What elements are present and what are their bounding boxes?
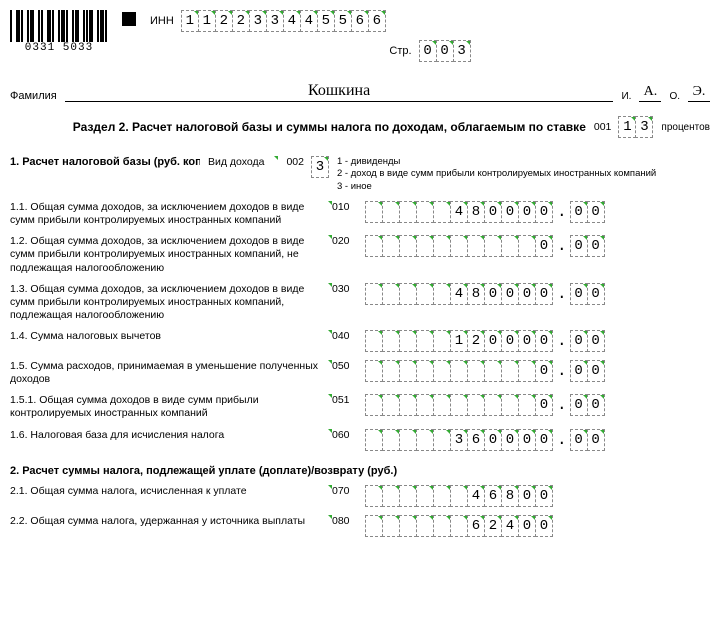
surname-value: Кошкина <box>65 82 614 102</box>
barcode <box>10 10 108 42</box>
income-legend: 1 - дивиденды 2 - доход в виде сумм приб… <box>337 156 656 193</box>
section-title: Раздел 2. Расчет налоговой базы и суммы … <box>10 120 586 134</box>
row-value: 0.00 <box>366 394 605 416</box>
decimal-dot: . <box>557 396 567 414</box>
row-code: 050 <box>332 360 366 372</box>
rows-block-1: 1.1. Общая сумма доходов, за исключением… <box>10 201 710 451</box>
rows-block-2: 2.1. Общая сумма налога, исчисленная к у… <box>10 485 710 537</box>
table-row: 1.4. Сумма налоговых вычетов 040120000.00 <box>10 330 710 352</box>
row-label: 1.1. Общая сумма доходов, за исключением… <box>10 201 326 227</box>
block2-title: 2. Расчет суммы налога, подлежащей уплат… <box>10 465 710 477</box>
barcode-text: 0331 5033 <box>25 42 93 54</box>
decimal-dot: . <box>557 237 567 255</box>
o-value: Э. <box>688 84 710 102</box>
o-label: О. <box>669 91 680 102</box>
table-row: 1.5. Сумма расходов, принимаемая в умень… <box>10 360 710 386</box>
legend-1: 1 - дивиденды <box>337 156 656 168</box>
row-label: 1.3. Общая сумма доходов, за исключением… <box>10 283 326 322</box>
row-label: 2.1. Общая сумма налога, исчисленная к у… <box>10 485 326 498</box>
table-row: 1.6. Налоговая база для исчисления налог… <box>10 429 710 451</box>
i-value: А. <box>639 84 661 102</box>
decimal-dot: . <box>557 203 567 221</box>
row-value: 0.00 <box>366 235 605 257</box>
row-value: 0.00 <box>366 360 605 382</box>
income-type-label: Вид дохода <box>208 156 264 168</box>
table-row: 1.5.1. Общая сумма доходов в виде сумм п… <box>10 394 710 420</box>
surname-label: Фамилия <box>10 90 57 102</box>
name-row: Фамилия Кошкина И. А. О. Э. <box>10 82 710 102</box>
table-row: 1.2. Общая сумма доходов, за исключением… <box>10 235 710 274</box>
marker-square <box>122 12 136 26</box>
row-code: 080 <box>332 515 366 527</box>
decimal-dot: . <box>557 362 567 380</box>
table-row: 2.2. Общая сумма налога, удержанная у ис… <box>10 515 710 537</box>
page-label: Стр. <box>389 45 411 57</box>
row-value: 480000.00 <box>366 283 605 305</box>
block1-title: 1. Расчет налоговой базы (руб. коп.) <box>10 156 200 168</box>
row-code: 051 <box>332 394 366 406</box>
i-label: И. <box>621 91 631 102</box>
row-code: 020 <box>332 235 366 247</box>
row-code: 030 <box>332 283 366 295</box>
income-type-code: 002 <box>286 156 304 168</box>
row-value: 62400 <box>366 515 553 537</box>
legend-2: 2 - доход в виде сумм прибыли контролиру… <box>337 168 656 180</box>
row-code: 040 <box>332 330 366 342</box>
table-row: 1.3. Общая сумма доходов, за исключением… <box>10 283 710 322</box>
row-code: 070 <box>332 485 366 497</box>
row-code: 010 <box>332 201 366 213</box>
section-code: 001 <box>594 121 612 133</box>
row-label: 1.5. Сумма расходов, принимаемая в умень… <box>10 360 326 386</box>
row-label: 1.2. Общая сумма доходов, за исключением… <box>10 235 326 274</box>
row-label: 1.5.1. Общая сумма доходов в виде сумм п… <box>10 394 326 420</box>
percent-label: процентов <box>661 122 710 133</box>
row-label: 1.6. Налоговая база для исчисления налог… <box>10 429 326 442</box>
table-row: 1.1. Общая сумма доходов, за исключением… <box>10 201 710 227</box>
row-value: 480000.00 <box>366 201 605 223</box>
row-value: 46800 <box>366 485 553 507</box>
marker-icon <box>274 156 278 160</box>
row-label: 1.4. Сумма налоговых вычетов <box>10 330 326 343</box>
decimal-dot: . <box>557 285 567 303</box>
table-row: 2.1. Общая сумма налога, исчисленная к у… <box>10 485 710 507</box>
decimal-dot: . <box>557 431 567 449</box>
inn-label: ИНН <box>150 15 174 27</box>
form-header: 0331 5033 ИНН 112233445566 Стр. 003 <box>10 10 710 62</box>
legend-3: 3 - иное <box>337 181 656 193</box>
decimal-dot: . <box>557 332 567 350</box>
row-label: 2.2. Общая сумма налога, удержанная у ис… <box>10 515 326 528</box>
barcode-block: 0331 5033 <box>10 10 108 54</box>
row-code: 060 <box>332 429 366 441</box>
row-value: 120000.00 <box>366 330 605 352</box>
row-value: 360000.00 <box>366 429 605 451</box>
